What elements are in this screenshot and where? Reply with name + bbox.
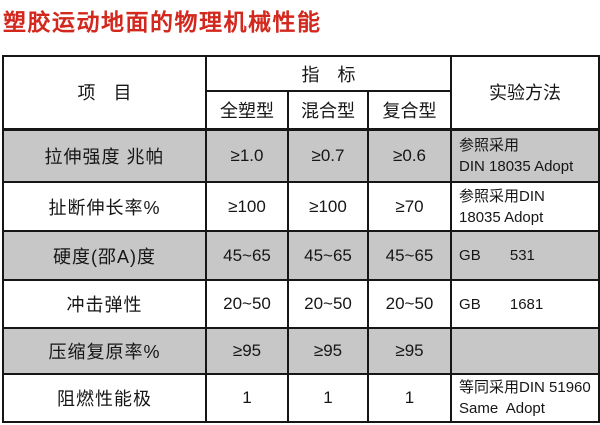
page-title: 塑胶运动地面的物理机械性能 — [3, 9, 322, 35]
row-compression-recovery: 压缩复原率% ≥95 ≥95 ≥95 — [2, 327, 600, 375]
method-line: Same Adopt — [459, 400, 545, 417]
method-line: 参照采用DIN — [459, 187, 545, 205]
method-line: DIN 18035 Adopt — [459, 157, 574, 175]
method-line: 参照采用 — [459, 136, 520, 154]
cell-item: 拉伸强度 兆帕 — [2, 128, 207, 183]
cell-method: 等同采用DIN 51960 Same Adopt — [450, 373, 600, 423]
cell-value: ≥1.0 — [205, 128, 289, 183]
cell-value: ≥95 — [366, 327, 453, 375]
row-flame-retardancy: 阻燃性能极 1 1 1 等同采用DIN 51960 Same Adopt — [2, 373, 600, 423]
method-line: 18035 Adopt — [459, 208, 544, 226]
header-row-top: 项 目 指 标 实验方法 — [2, 55, 600, 131]
cell-item: 冲击弹性 — [2, 279, 207, 329]
cell-value: 1 — [366, 373, 453, 423]
method-line: GB 531 — [459, 247, 535, 264]
method-line: 等同采用DIN 51960 — [459, 379, 591, 396]
header-row-types: 全塑型 混合型 复合型 — [3, 90, 599, 131]
col-header-method: 实验方法 — [450, 55, 600, 131]
col-header-type-composite: 复合型 — [366, 90, 453, 131]
cell-item: 压缩复原率% — [2, 327, 207, 375]
cell-value: 45~65 — [366, 230, 453, 281]
cell-method: 参照采用DIN 18035 Adopt — [450, 181, 600, 232]
row-tensile-strength: 拉伸强度 兆帕 ≥1.0 ≥0.7 ≥0.6 参照采用 DIN 18035 Ad… — [2, 128, 600, 183]
cell-value: ≥0.7 — [287, 128, 369, 183]
cell-method — [450, 327, 600, 375]
col-header-type-all-plastic: 全塑型 — [205, 90, 289, 131]
row-hardness: 硬度(邵A)度 45~65 45~65 45~65 GB 531 — [2, 230, 600, 281]
row-impact-elasticity: 冲击弹性 20~50 20~50 20~50 GB 1681 — [2, 279, 600, 329]
cell-value: ≥95 — [205, 327, 289, 375]
cell-item: 硬度(邵A)度 — [2, 230, 207, 281]
cell-value: 20~50 — [205, 279, 289, 329]
cell-value: 45~65 — [287, 230, 369, 281]
cell-value: ≥70 — [366, 181, 453, 232]
cell-value: 20~50 — [287, 279, 369, 329]
spec-table: 项 目 指 标 实验方法 全塑型 混合型 复合型 拉伸强度 兆帕 ≥1.0 ≥0… — [2, 55, 600, 423]
cell-value: 45~65 — [205, 230, 289, 281]
cell-value: 20~50 — [366, 279, 453, 329]
cell-item: 阻燃性能极 — [2, 373, 207, 423]
col-header-item: 项 目 — [2, 55, 207, 131]
cell-value: 1 — [205, 373, 289, 423]
cell-method: GB 1681 — [450, 279, 600, 329]
cell-value: ≥95 — [287, 327, 369, 375]
cell-value: ≥0.6 — [366, 128, 453, 183]
cell-method: 参照采用 DIN 18035 Adopt — [450, 128, 600, 183]
row-elongation-at-break: 扯断伸长率% ≥100 ≥100 ≥70 参照采用DIN 18035 Adopt — [2, 181, 600, 232]
cell-value: ≥100 — [287, 181, 369, 232]
cell-method: GB 531 — [450, 230, 600, 281]
cell-value: 1 — [287, 373, 369, 423]
col-header-type-mixed: 混合型 — [287, 90, 369, 131]
method-line: GB 1681 — [459, 295, 544, 313]
col-header-index: 指 标 — [204, 55, 453, 92]
cell-value: ≥100 — [205, 181, 289, 232]
cell-item: 扯断伸长率% — [2, 181, 207, 232]
